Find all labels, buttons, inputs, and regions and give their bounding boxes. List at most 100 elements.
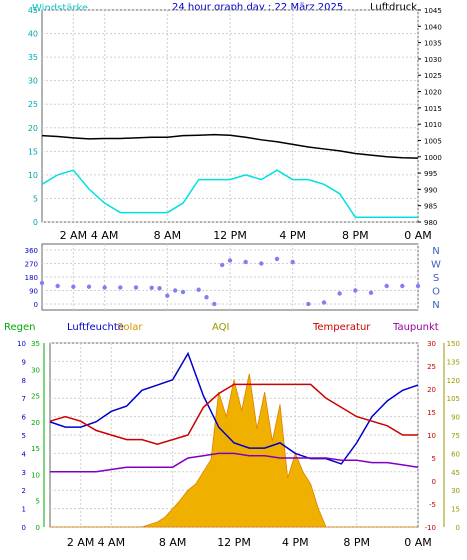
pressure-tick-label: 1025 [424,72,442,80]
temperature-tick-label: -5 [429,501,436,509]
wind-direction-point [172,288,178,293]
aqi-tick-label: 45 [451,469,460,477]
wind-direction-point [39,280,45,286]
wind-tick-label: 35 [28,53,38,62]
compass-letter: N [432,246,439,257]
chart-title: 24 hour graph day : 22 März 2025 [172,2,343,13]
rain-tick-label: 1 [22,506,26,514]
wind-direction-point [219,262,225,268]
time-axis-label: 2 AM [60,229,88,242]
humidity-tick-label: 20 [31,419,40,427]
pressure-tick-label: 1040 [424,23,442,31]
time-axis-label: 12 PM [213,229,247,242]
temperature-tick-label: 25 [427,363,436,371]
wind-direction-point [321,300,327,305]
pressure-tick-label: 1000 [424,154,442,162]
legend-4: Temperatur [312,322,371,333]
temperature-tick-label: -10 [425,524,436,532]
solar-area [50,373,418,528]
temperature-series [49,383,418,445]
time-axis-label: 4 PM [282,536,309,549]
pressure-tick-label: 1020 [424,89,442,97]
temperature-tick-label: 15 [427,409,436,417]
legend-3: AQI [212,322,230,333]
humidity-tick-label: 30 [31,366,40,374]
rain-tick-label: 10 [17,340,26,348]
wind-tick-label: 40 [28,30,38,39]
wind-direction-point [165,293,170,298]
time-axis-label: 8 PM [343,536,370,549]
wind-direction-point [227,258,233,263]
wind-direction-point [368,290,374,295]
aqi-tick-label: 90 [451,414,460,422]
wind-direction-point [149,285,154,290]
rain-tick-label: 3 [22,469,26,477]
pressure-tick-label: 995 [424,170,437,178]
temperature-tick-label: 30 [427,340,436,348]
time-axis-label: 8 PM [342,229,369,242]
direction-tick-label: 0 [34,301,38,309]
wind-direction-point [306,301,311,307]
wind-direction-point [415,283,421,289]
time-axis-label: 12 PM [217,536,251,549]
wind-direction-point [102,285,107,290]
wind-direction-point [196,287,201,292]
humidity-tick-label: 0 [36,524,40,532]
wind-direction-point [133,285,139,290]
compass-letter: O [432,287,440,298]
temperature-tick-label: 20 [427,386,436,394]
time-axis-label: 8 AM [154,229,182,242]
wind-tick-label: 10 [28,171,38,180]
rain-tick-label: 4 [22,450,27,458]
humidity-tick-label: 10 [31,471,40,479]
rain-tick-label: 8 [22,377,26,385]
pressure-tick-label: 1045 [424,7,442,15]
wind-direction-point [400,283,405,289]
time-axis-label: 0 AM [404,536,432,549]
humidity-tick-label: 15 [31,445,40,453]
wind-tick-label: 45 [28,6,38,15]
wind-direction-point [274,256,280,262]
dewpoint-series [50,452,419,473]
compass-letter: S [433,273,439,284]
time-axis-label: 2 AM [67,536,95,549]
aqi-tick-label: 15 [451,506,460,514]
compass-letter: N [432,300,439,311]
wind-direction-point [259,261,264,266]
wind-direction-point [71,284,76,289]
pressure-tick-label: 1010 [424,121,442,129]
temperature-tick-label: 5 [432,455,436,463]
humidity-tick-label: 35 [31,340,40,348]
pressure-series [41,133,419,159]
rain-tick-label: 2 [22,487,26,495]
wind-direction-point [212,301,217,307]
wind-tick-label: 20 [28,124,38,133]
rain-tick-label: 5 [22,432,26,440]
wind-direction-point [353,288,358,293]
wind-direction-point [180,289,186,295]
compass-letter: W [431,260,441,271]
wind-direction-point [55,283,60,289]
wind-tick-label: 30 [28,77,38,86]
wind-direction-point [243,259,248,265]
legend-5: Taupunkt [392,322,439,333]
temperature-tick-label: 10 [427,432,436,440]
pressure-tick-label: 1015 [424,105,442,113]
pressure-tick-label: 980 [424,219,437,227]
wind-tick-label: 25 [28,100,38,109]
rain-tick-label: 7 [22,395,26,403]
wind-direction-point [86,284,92,289]
direction-tick-label: 180 [25,274,38,282]
wind-direction-point [290,259,295,265]
wind-tick-label: 15 [28,147,38,156]
pressure-tick-label: 1005 [424,137,442,145]
aqi-tick-label: 150 [447,340,460,348]
aqi-tick-label: 75 [451,432,460,440]
wind-direction-point [157,286,162,291]
wind-speed-series [41,169,418,219]
wind-axis-label: Windstärke [32,3,88,14]
time-axis-label: 4 AM [98,536,126,549]
aqi-tick-label: 0 [456,524,460,532]
aqi-tick-label: 120 [447,377,460,385]
rain-tick-label: 6 [22,414,27,422]
